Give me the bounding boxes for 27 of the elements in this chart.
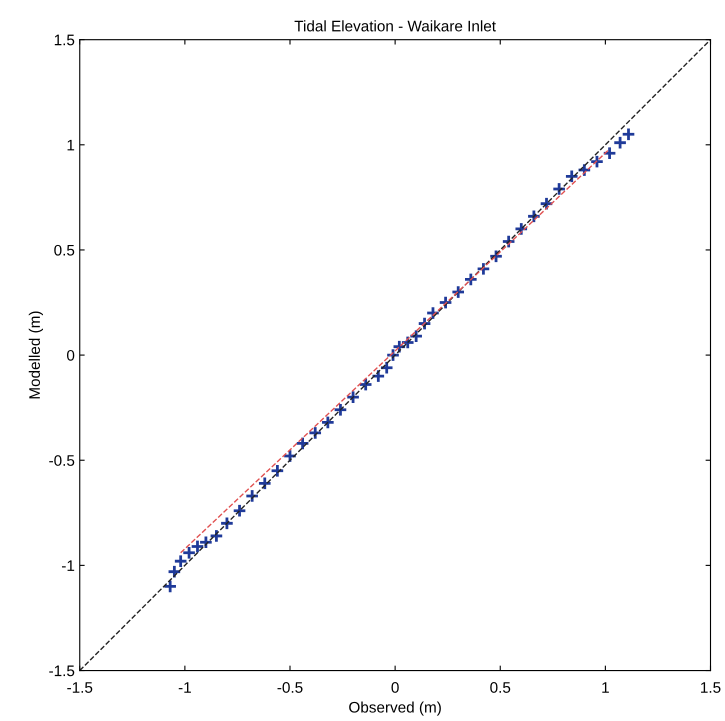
x-tick-label: -0.5 <box>278 682 303 693</box>
x-tick-label: 0.5 <box>490 682 510 693</box>
y-tick-label: 0.5 <box>54 244 74 256</box>
y-tick-label: 1.5 <box>54 34 74 46</box>
y-tick-label: 0 <box>66 350 74 361</box>
y-tick-label: -1.5 <box>49 666 74 676</box>
point <box>320 415 336 430</box>
x-tick-label: 1 <box>602 682 609 693</box>
point <box>258 476 272 491</box>
y-tick-label: -1 <box>62 560 74 571</box>
point <box>295 436 310 451</box>
y-tick-label: 1 <box>68 140 74 150</box>
x-tick-label: 1.5 <box>701 682 720 693</box>
x-tick-label: -1 <box>178 682 191 693</box>
x-axis-title: Observed (m) <box>349 701 441 716</box>
point <box>232 504 247 518</box>
point <box>488 249 504 264</box>
point <box>564 169 579 184</box>
point <box>358 377 373 392</box>
point <box>270 464 285 478</box>
point <box>162 579 178 594</box>
chart-title: Tidal Elevation - Waikare Inlet <box>294 20 496 32</box>
y-tick-label: -0.5 <box>49 455 74 466</box>
point <box>602 146 617 160</box>
y-axis-title: Modelled (m) <box>28 311 44 398</box>
x-tick-label: 0 <box>391 682 399 693</box>
point <box>308 426 322 440</box>
